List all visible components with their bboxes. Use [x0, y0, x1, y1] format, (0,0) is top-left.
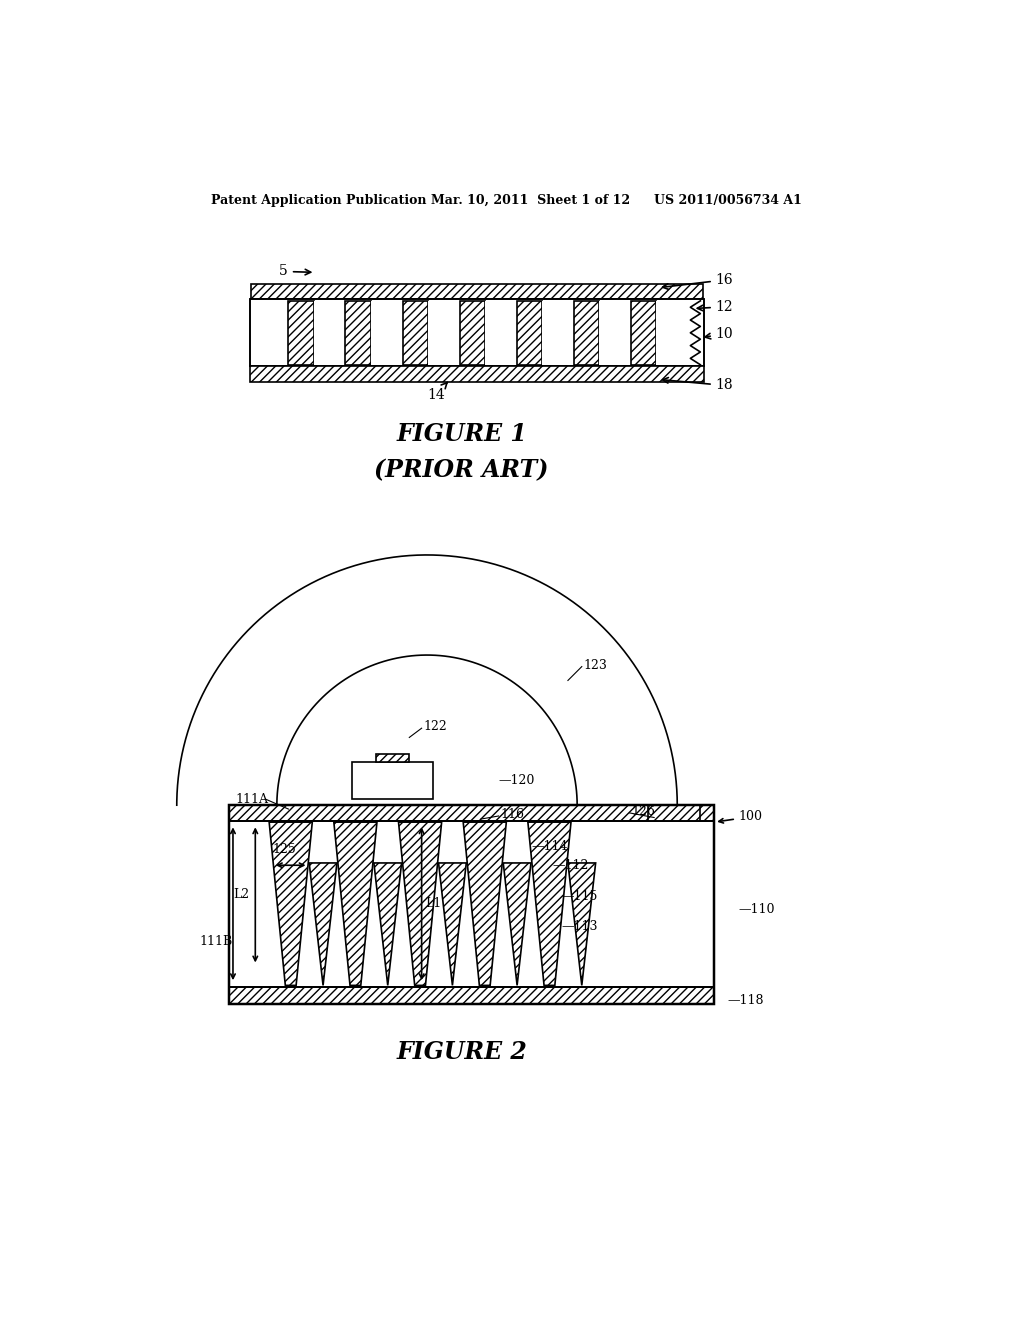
Bar [402, 301, 428, 364]
Text: —115: —115 [562, 890, 598, 903]
Bar [485, 301, 517, 364]
Polygon shape [309, 863, 337, 985]
Bar [229, 821, 714, 987]
Bar [599, 301, 631, 364]
Text: 111B: 111B [199, 935, 232, 948]
Bar [229, 821, 714, 987]
Bar [229, 805, 714, 821]
Bar [428, 301, 460, 364]
Polygon shape [568, 863, 596, 985]
Text: 14: 14 [427, 383, 447, 401]
Text: 111A: 111A [236, 792, 268, 805]
Bar [252, 284, 702, 300]
Bar [631, 301, 656, 364]
Text: L2: L2 [233, 888, 250, 902]
Bar [289, 301, 314, 364]
Bar [345, 301, 371, 364]
Bar [402, 301, 428, 364]
Bar [371, 301, 402, 364]
Text: 122: 122 [423, 721, 446, 733]
Text: —114: —114 [531, 840, 567, 853]
Bar [648, 805, 700, 821]
Polygon shape [269, 822, 312, 985]
Text: (PRIOR ART): (PRIOR ART) [375, 458, 549, 482]
Text: 126: 126 [631, 805, 655, 818]
Text: 10: 10 [705, 327, 733, 341]
Bar [250, 300, 705, 367]
Bar [573, 301, 599, 364]
Text: Mar. 10, 2011  Sheet 1 of 12: Mar. 10, 2011 Sheet 1 of 12 [431, 194, 630, 207]
Bar [573, 301, 599, 364]
Polygon shape [398, 822, 441, 985]
Text: —118: —118 [727, 994, 764, 1007]
Text: 18: 18 [663, 378, 733, 392]
Bar [314, 301, 345, 364]
Polygon shape [528, 822, 571, 985]
Text: —110: —110 [739, 903, 775, 916]
Polygon shape [438, 863, 466, 985]
Polygon shape [463, 822, 506, 985]
Bar [345, 301, 371, 364]
Bar [376, 755, 409, 762]
Bar [631, 301, 656, 364]
Text: L1: L1 [425, 898, 441, 911]
Text: FIGURE 2: FIGURE 2 [396, 1040, 527, 1064]
Text: 16: 16 [663, 273, 733, 289]
Text: US 2011/0056734 A1: US 2011/0056734 A1 [654, 194, 802, 207]
Bar [250, 367, 705, 381]
Text: 12: 12 [697, 300, 733, 314]
Bar [250, 367, 705, 381]
Bar [229, 805, 714, 1003]
Bar [250, 300, 705, 367]
Text: 125: 125 [272, 843, 296, 855]
Bar [289, 301, 314, 364]
Text: 100: 100 [719, 810, 763, 824]
Bar [460, 301, 485, 364]
Text: —113: —113 [562, 920, 598, 933]
Bar [460, 301, 485, 364]
Polygon shape [374, 863, 401, 985]
Polygon shape [334, 822, 377, 985]
Bar [229, 987, 714, 1003]
Text: Patent Application Publication: Patent Application Publication [211, 194, 427, 207]
Bar [229, 805, 714, 821]
Bar [656, 301, 688, 364]
Bar [648, 805, 700, 821]
Text: —120: —120 [499, 774, 535, 787]
Bar [517, 301, 543, 364]
Bar [376, 755, 409, 762]
Text: 116: 116 [500, 808, 524, 821]
Text: FIGURE 1: FIGURE 1 [396, 422, 527, 446]
Bar [229, 987, 714, 1003]
Bar [257, 301, 289, 364]
Bar [543, 301, 573, 364]
Text: 5: 5 [280, 264, 310, 279]
Bar [352, 762, 433, 799]
Text: 123: 123 [584, 659, 607, 672]
Bar [517, 301, 543, 364]
Bar [229, 987, 714, 1003]
Bar [229, 805, 714, 821]
Polygon shape [503, 863, 531, 985]
Bar [252, 284, 702, 300]
Text: —112: —112 [553, 859, 589, 871]
